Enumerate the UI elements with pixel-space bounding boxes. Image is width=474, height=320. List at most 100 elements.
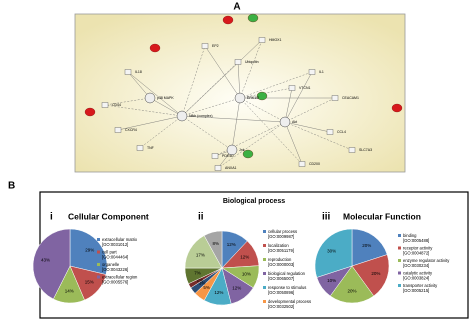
node-icon [247,13,259,23]
legend-swatch [97,263,100,266]
legend-go-id: [GO:0004872] [403,251,429,256]
slice-label: 17% [196,252,205,257]
node-icon [256,91,268,101]
node [348,147,356,153]
edge [284,97,336,123]
legend-go-id: [GO:0031012] [102,242,128,247]
pie-slice [203,230,223,269]
section-numeral: i [50,212,53,223]
slice-label: 12% [232,286,241,291]
legend-label: biological regulation [268,271,306,276]
slice-label: 30% [327,248,336,253]
legend-swatch [263,244,266,247]
node-label: TNF [147,146,154,150]
edge [104,97,151,106]
legend-go-id: [GO:0005576] [102,280,128,285]
slice-label: 29% [85,248,94,253]
node-label: CCL4 [337,130,346,134]
legend-label: binding [403,233,417,238]
network: Nfkb (complex) ERK1/2 Akt Jnk p38 MAPK EP2 HMO… [84,13,403,171]
legend-swatch [263,258,266,261]
slice-label: 2% [197,277,204,282]
legend-label: transporter activity [403,283,438,288]
edge [181,45,206,117]
panel-label: A [233,2,240,13]
edge [239,87,293,99]
node-icon [391,103,403,113]
node [279,116,291,128]
legend-go-id: [GO:0003824] [403,276,429,281]
pie-slice [329,265,375,304]
node-label: Nfkb (complex) [189,114,213,118]
edge [284,121,303,165]
slice-label: 7% [194,271,201,276]
edge [214,121,286,157]
edge [117,115,183,131]
edge [149,97,183,117]
edge [127,71,183,117]
slice-label: 20% [362,243,371,248]
slice-label: 12% [227,242,236,247]
node-label: HMOX1 [269,38,282,42]
node [124,69,132,75]
legend-swatch [263,272,266,275]
node-label: PDE4D [222,154,234,158]
pie-slice [351,228,388,267]
slice-label: 10% [327,278,336,283]
legend-swatch [398,284,401,287]
edge [231,97,241,151]
edge [239,71,313,99]
pie-slice [32,228,71,300]
legend-go-id: [GO:0009987] [268,234,294,239]
node-label: EP2 [212,44,219,48]
legend-label: localization [268,243,289,248]
legend-go-id: [GO:0050896] [268,290,294,295]
section-numeral: ii [198,212,204,223]
node-label: VTCN1 [299,86,311,90]
node-label: p38 MAPK [157,96,174,100]
legend-swatch [398,234,401,237]
slice-label: 20% [371,271,380,276]
legend-swatch [97,238,100,241]
edge [284,121,331,133]
edge [181,115,233,151]
section-numeral: iii [322,212,331,223]
node-label: IL18 [135,70,142,74]
edge [284,87,293,123]
legend-label: organelle [102,262,120,267]
legend-swatch [398,271,401,275]
slice-label: 8% [212,241,219,246]
node [114,127,122,133]
legend-swatch [97,275,100,279]
chart-title: Biological process [223,198,285,205]
node-label: CXCR4 [125,128,137,132]
edge [181,115,286,123]
edge [181,61,239,117]
chart-title: Molecular Function [343,211,421,221]
legend-swatch [398,259,401,262]
edge [237,61,241,99]
legend-label: developmental process [268,299,311,304]
legend-label: enzyme regulator activity [403,258,450,263]
legend-label: response to stimulus [268,285,306,290]
slice-label: 15% [85,279,94,284]
edge [204,45,241,99]
node [326,129,334,135]
slice-label: 12% [214,290,223,295]
legend-label: receptor activity [403,246,433,251]
legend-go-id: [GO:0032502] [268,304,294,309]
node [298,161,306,167]
legend-go-id: [GO:0030234] [403,263,429,268]
legend-go-id: [GO:0005488] [403,238,429,243]
chart-title: Cellular Component [68,211,149,221]
node-icon [222,15,234,25]
node [176,110,188,122]
slice-label: 3% [199,281,206,286]
node-label: CEACAM1 [342,96,359,100]
node [214,165,222,171]
pie-slice [351,254,390,297]
legend-label: cell part [102,250,117,255]
edge [139,115,183,149]
slice-label: 14% [65,288,74,293]
